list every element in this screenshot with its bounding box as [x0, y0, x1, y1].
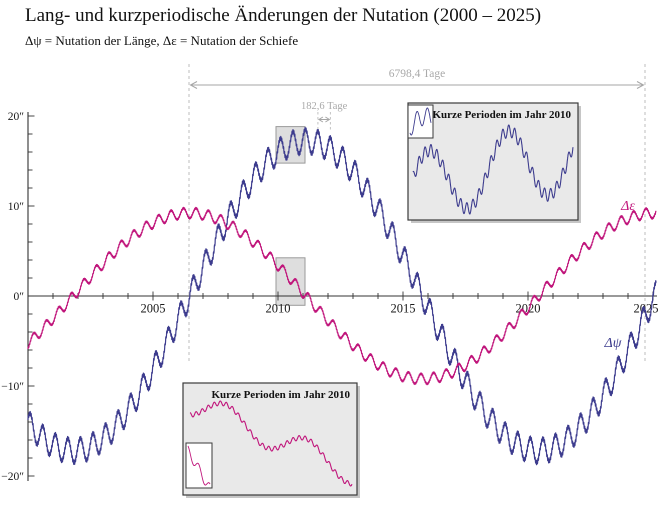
source-region-boxes [275, 126, 306, 306]
arrowhead-right-icon [636, 81, 645, 89]
figure-title: Lang- und kurzperiodische Änderungen der… [25, 5, 542, 26]
inset-box [407, 102, 579, 221]
series-label-delta-psi: Δψ [604, 336, 622, 351]
y-tick-label: 10″ [8, 201, 25, 213]
inset-magnifier-curve-delta-psi [409, 107, 432, 136]
inset-curve-delta-epsilon [189, 400, 353, 487]
arrowhead-left-icon [317, 116, 324, 123]
x-tick-label: 2015 [391, 302, 416, 316]
insets: Kurze Perioden im Jahr 2010 Kurze Periode… [182, 102, 581, 498]
source-region-delta-psi [275, 126, 306, 164]
y-tick-label: −20″ [1, 471, 24, 483]
x-tick-label: 2010 [266, 302, 291, 316]
long-period-label: 6798,4 Tage [389, 68, 445, 80]
delta-epsilon-curve [27, 206, 657, 386]
inset-curve-delta-psi [412, 124, 574, 215]
inset-deps-2010: Kurze Perioden im Jahr 2010 [182, 382, 360, 498]
semiannual-label: 182,6 Tage [301, 101, 348, 112]
y-tick-label: 20″ [8, 111, 25, 123]
arrowhead-right-icon [325, 116, 331, 123]
source-region-delta-epsilon [275, 257, 306, 306]
inset-dpsi-2010: Kurze Perioden im Jahr 2010 [407, 102, 581, 223]
inset-title: Kurze Perioden im Jahr 2010 [433, 109, 572, 121]
curves [27, 126, 657, 466]
arrowhead-left-icon [189, 81, 198, 89]
inset-magnifier-curve-delta-epsilon [187, 445, 211, 486]
series-label-delta-epsilon: Δε [620, 199, 635, 214]
y-tick-label: 0″ [13, 291, 24, 303]
delta-psi-curve [27, 126, 657, 466]
y-tick-label: −10″ [1, 381, 24, 393]
x-tick-label: 2020 [516, 302, 541, 316]
figure-subtitle: Δψ = Nutation der Länge, Δε = Nutation d… [25, 33, 299, 48]
x-tick-label: 2005 [141, 302, 166, 316]
series-labels: Δε Δψ [604, 199, 636, 351]
inset-title: Kurze Perioden im Jahr 2010 [212, 389, 351, 401]
